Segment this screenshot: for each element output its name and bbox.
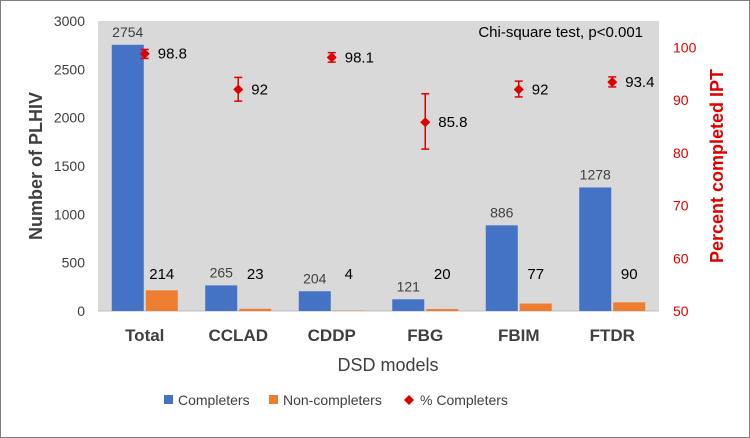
bar-label-completers: 121 [397,278,421,294]
pct-marker [326,52,337,63]
bar-label-non-completers: 90 [621,266,638,283]
y-tick-label: 1500 [54,158,85,174]
y-tick-label: 2000 [54,110,85,126]
category-label: CDDP [308,326,356,345]
y-tick-label: 0 [77,303,85,319]
y2-tick-label: 70 [673,198,689,214]
category-labels: Total CCLAD CDDP FBG FBIM FTDR [125,326,635,345]
percent-markers: 98.8 92 98.1 85.8 92 93.4 [139,46,654,150]
bar-non-completers [519,303,552,311]
bars [111,44,646,311]
y2-axis-title: Percent completed IPT [707,69,727,263]
chi-square-annotation: Chi-square test, p<0.001 [478,24,643,41]
pct-marker [233,84,244,95]
bar-label-completers: 886 [490,204,514,220]
y2-tick-label: 60 [673,250,689,266]
bar-label-completers: 2754 [112,24,143,40]
legend-label-pct-completers: % Completers [420,392,508,408]
category-label: Total [125,326,164,345]
bar-label-completers: 204 [303,270,327,286]
right-axis-ticks: 50 60 70 80 90 100 [673,39,697,319]
bar-completers [111,44,144,311]
category-label: FBG [407,326,443,345]
y-tick-label: 3000 [54,13,85,29]
bar-completers [579,187,612,311]
y-tick-label: 2500 [54,61,85,77]
bar-label-non-completers: 20 [434,266,451,283]
bar-completers [485,225,518,311]
legend: Completers Non-completers % Completers [164,392,508,408]
y-tick-label: 500 [62,255,86,271]
legend-swatch-non-completers [269,395,278,404]
bar-labels: 2754 214 265 23 204 4 121 20 886 77 1278 90 [112,24,637,295]
bar-non-completers [239,308,272,311]
legend-label-completers: Completers [178,392,250,408]
bar-non-completers [145,290,178,311]
legend-swatch-pct-completers [404,395,414,405]
bar-label-completers: 1278 [580,166,611,182]
pct-marker [513,84,524,95]
left-axis-ticks: 0 500 1000 1500 2000 2500 3000 [54,13,85,319]
y-axis-title: Number of PLHIV [26,92,46,240]
x-axis-title: DSD models [337,355,438,375]
legend-label-non-completers: Non-completers [283,392,382,408]
bar-label-non-completers: 214 [149,266,174,283]
pct-label: 85.8 [438,114,467,131]
bar-completers [205,285,238,311]
pct-marker [420,117,431,128]
y2-tick-label: 80 [673,145,689,161]
pct-label: 92 [532,82,549,99]
bar-completers [392,299,425,311]
y2-tick-label: 50 [673,303,689,319]
pct-label: 98.1 [345,49,374,66]
pct-label: 92 [251,82,268,99]
bar-label-non-completers: 77 [527,266,544,283]
bar-label-non-completers: 23 [247,266,264,283]
y-tick-label: 1000 [54,206,85,222]
bar-non-completers [613,302,646,311]
pct-label: 93.4 [625,74,654,91]
plot-area [98,21,659,311]
bar-label-non-completers: 4 [345,266,353,283]
category-label: FBIM [498,326,540,345]
category-label: FTDR [590,326,635,345]
legend-swatch-completers [164,395,173,404]
pct-marker [139,48,150,59]
bar-label-completers: 265 [210,264,234,280]
bar-completers [298,291,331,311]
bar-non-completers [426,309,459,311]
y2-tick-label: 90 [673,92,689,108]
pct-marker [607,77,618,88]
y2-tick-label: 100 [673,39,697,55]
pct-label: 98.8 [158,46,187,63]
category-label: CCLAD [209,326,269,345]
